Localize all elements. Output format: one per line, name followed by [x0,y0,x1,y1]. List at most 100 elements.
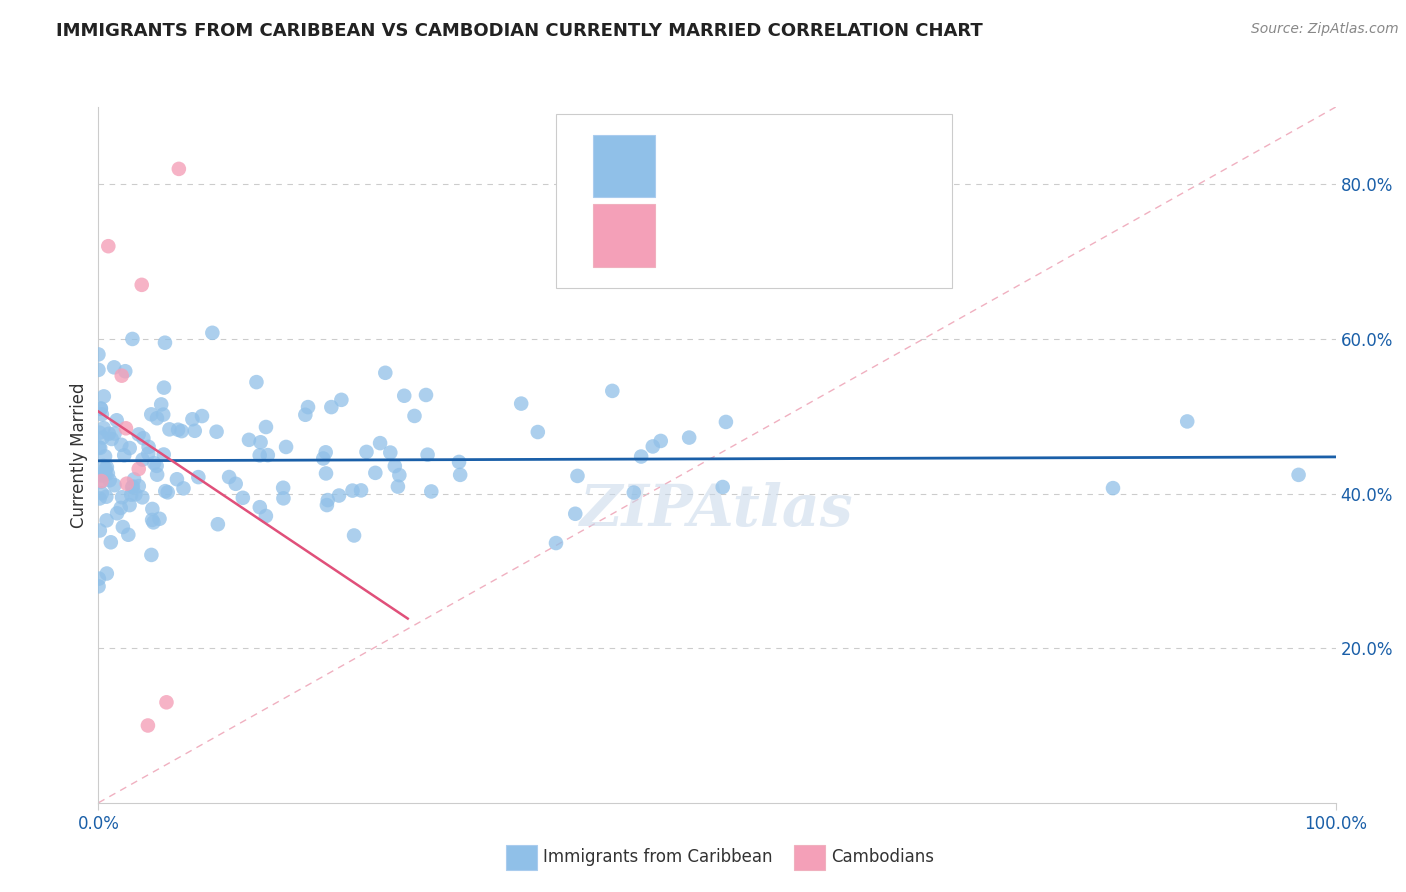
Point [111,368,134,383]
Text: R =: R = [686,157,725,175]
Point [328,489,350,503]
Text: R =: R = [686,227,731,244]
Point [150,397,173,411]
Point [415,388,437,402]
FancyBboxPatch shape [557,114,952,288]
Point [89,425,111,440]
Point [256,448,278,462]
Point [145,458,167,473]
Point [90,486,112,500]
Point [128,479,150,493]
Point [87,347,110,361]
Point [205,425,228,439]
Text: Immigrants from Caribbean: Immigrants from Caribbean [543,848,772,866]
Point [87,441,110,455]
Point [641,440,664,454]
Point [394,389,416,403]
Point [89,491,111,506]
Point [312,451,335,466]
Point [714,415,737,429]
Point [124,487,146,501]
Point [167,423,190,437]
Point [141,502,163,516]
Point [315,467,337,481]
FancyBboxPatch shape [593,204,655,267]
Point [191,409,214,423]
Point [94,450,117,464]
Point [128,462,150,476]
FancyBboxPatch shape [593,135,655,197]
Point [93,458,115,473]
Point [93,421,115,435]
Point [711,480,734,494]
Point [103,478,125,492]
Point [159,422,181,436]
Point [187,470,209,484]
Point [96,513,118,527]
Point [112,448,135,462]
Point [91,430,114,444]
Point [138,440,160,454]
Point [1175,414,1198,428]
Point [94,461,117,475]
Point [90,474,112,488]
Point [447,455,470,469]
Point [218,470,240,484]
Point [115,476,138,491]
Point [100,535,122,549]
Point [93,389,115,403]
Point [153,335,176,350]
Point [141,408,163,422]
Point [121,480,143,494]
Point [544,536,567,550]
Point [111,520,134,534]
Point [316,498,339,512]
Point [141,548,163,562]
Point [87,579,110,593]
Point [567,469,589,483]
Point [131,491,153,505]
Point [245,375,267,389]
Point [148,512,170,526]
Point [94,467,117,482]
Point [678,431,700,445]
Point [364,466,387,480]
Point [146,467,169,482]
Point [89,524,111,538]
Text: 147: 147 [908,157,949,176]
Point [274,440,297,454]
Point [103,360,125,375]
Point [184,424,207,438]
Point [155,484,177,499]
Point [380,445,402,459]
Point [207,517,229,532]
Text: N =: N = [846,227,893,244]
Point [110,500,132,515]
Point [238,433,260,447]
Point [510,396,533,410]
Point [128,427,150,442]
Point [118,441,141,455]
Point [90,468,112,483]
Point [132,431,155,445]
Point [374,366,396,380]
Point [356,445,378,459]
Point [297,400,319,414]
Point [96,490,118,504]
Point [103,426,125,441]
Point [384,459,406,474]
Point [121,332,143,346]
Point [172,481,194,495]
Point [404,409,426,423]
Point [105,506,128,520]
Point [155,695,177,709]
Point [249,500,271,515]
Point [254,508,277,523]
Point [343,528,366,542]
Point [117,527,139,541]
Point [115,421,138,435]
Text: Cambodians: Cambodians [831,848,934,866]
Point [90,401,112,416]
Point [153,381,176,395]
Point [1288,467,1310,482]
